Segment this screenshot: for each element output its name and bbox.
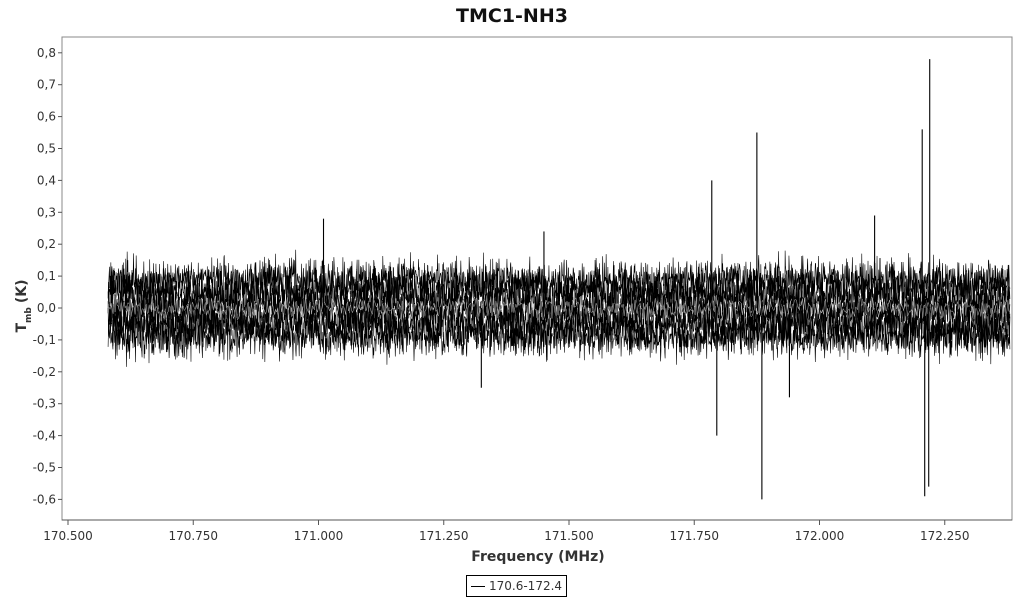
chart-title: TMC1-NH3 bbox=[456, 5, 568, 27]
y-tick-label: -0,4 bbox=[33, 429, 56, 443]
x-tick-label: 170.500 bbox=[43, 529, 93, 543]
y-tick-label: 0,5 bbox=[37, 142, 56, 156]
y-tick-label: 0,3 bbox=[37, 205, 56, 219]
x-tick-label: 172.000 bbox=[795, 529, 845, 543]
y-axis-title: Tmb (K) bbox=[14, 279, 34, 332]
x-tick-label: 171.000 bbox=[294, 529, 344, 543]
series-line-overlay bbox=[108, 294, 1010, 325]
legend-line-swatch bbox=[471, 585, 485, 587]
y-tick-label: -0,6 bbox=[33, 492, 56, 506]
series-layer bbox=[107, 59, 1011, 500]
legend-series-label: 170.6-172.4 bbox=[489, 579, 563, 593]
y-tick-label: 0,1 bbox=[37, 269, 56, 283]
x-tick-label: 172.250 bbox=[920, 529, 970, 543]
y-tick-label: 0,2 bbox=[37, 237, 56, 251]
x-tick-label: 171.750 bbox=[669, 529, 719, 543]
y-tick-label: 0,8 bbox=[37, 46, 56, 60]
y-tick-label: -0,3 bbox=[33, 397, 56, 411]
x-axis: 170.500 170.750 171.000 171.250 171.500 171.7… bbox=[43, 519, 1012, 543]
y-tick-label: -0,5 bbox=[33, 461, 56, 475]
x-tick-label: 171.500 bbox=[544, 529, 594, 543]
x-tick-label: 171.250 bbox=[419, 529, 469, 543]
y-axis: 0,8 0,7 0,6 0,5 0,4 0,3 0,2 0,1 0,0 -0,1 -0,2 -0,3 -… bbox=[33, 46, 62, 506]
y-tick-label: 0,4 bbox=[37, 173, 56, 187]
y-axis-title-main: T bbox=[14, 323, 30, 333]
svg-text:Tmb(K): Tmb (K) bbox=[14, 279, 34, 332]
series-line bbox=[107, 249, 1011, 310]
y-axis-title-unit: (K) bbox=[14, 279, 30, 303]
y-axis-title-sub: mb bbox=[24, 307, 34, 323]
x-axis-title: Frequency (MHz) bbox=[471, 549, 604, 565]
y-tick-label: 0,6 bbox=[37, 110, 56, 124]
x-tick-label: 170.750 bbox=[168, 529, 218, 543]
y-tick-label: -0,2 bbox=[33, 365, 56, 379]
legend: 170.6-172.4 bbox=[466, 575, 568, 597]
y-tick-label: 0,7 bbox=[37, 78, 56, 92]
y-tick-label: 0,0 bbox=[37, 301, 56, 315]
y-tick-label: -0,1 bbox=[33, 333, 56, 347]
